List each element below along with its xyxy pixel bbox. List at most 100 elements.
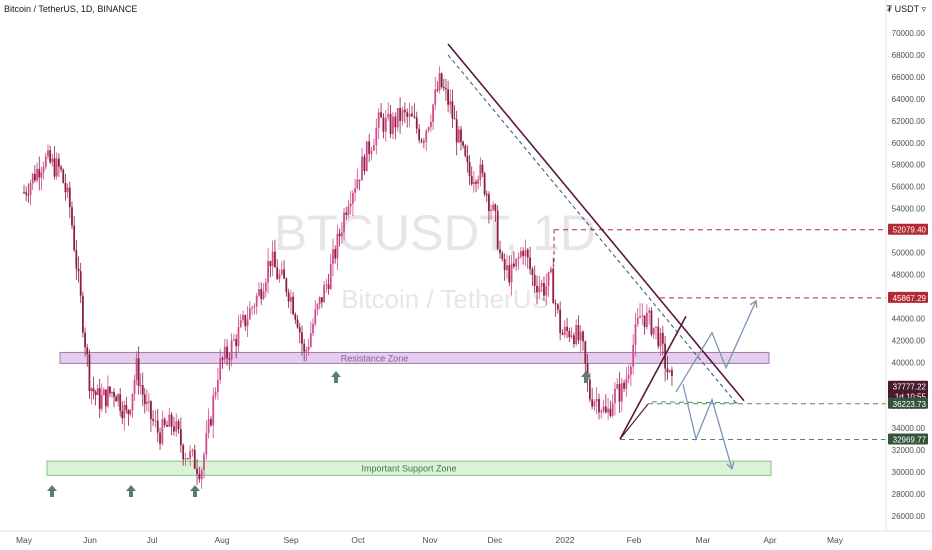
- candle-body: [630, 366, 632, 375]
- candle-body: [38, 168, 41, 178]
- candle-body: [573, 335, 575, 345]
- candle-body: [278, 274, 281, 280]
- candle-body: [219, 358, 222, 380]
- candle-body: [79, 271, 82, 296]
- time-tick-label: Feb: [627, 535, 642, 545]
- currency-selector[interactable]: ₮ USDT ▿: [886, 4, 926, 14]
- support-bounce-arrow-icon: [47, 485, 57, 497]
- candle-body: [47, 150, 49, 157]
- candle-body: [481, 164, 484, 174]
- candle-body: [616, 384, 619, 389]
- candle-body: [182, 445, 185, 460]
- candle-body: [338, 233, 341, 237]
- candle-body: [470, 176, 473, 184]
- price-tick-label: 32000.00: [892, 446, 926, 455]
- candle-body: [34, 173, 36, 181]
- candle-body: [387, 113, 390, 118]
- candle-body: [579, 331, 582, 341]
- candle-body: [166, 424, 168, 427]
- candle-body: [512, 263, 515, 267]
- price-tick-label: 50000.00: [892, 249, 926, 258]
- time-tick-label: Jun: [83, 535, 97, 545]
- candle-body: [289, 296, 292, 302]
- candle-body: [214, 391, 217, 396]
- candle-body: [98, 388, 101, 409]
- price-label: 32969.77: [893, 435, 927, 444]
- candle-body: [413, 116, 416, 118]
- candle-body: [205, 433, 208, 455]
- chart-title: Bitcoin / TetherUS, 1D, BINANCE: [4, 4, 138, 14]
- candle-body: [370, 150, 373, 154]
- candle-body: [55, 158, 58, 177]
- projection-arrowhead: [726, 461, 735, 471]
- candle-body: [575, 325, 578, 345]
- candle-body: [23, 192, 25, 194]
- candle-body: [531, 269, 534, 275]
- candle-body: [607, 408, 610, 413]
- candle-body: [179, 429, 182, 446]
- candle-body: [251, 307, 254, 309]
- candle-body: [380, 112, 382, 118]
- time-tick-label: Aug: [214, 535, 229, 545]
- drawings-layer: [47, 43, 886, 497]
- candle-body: [427, 127, 430, 131]
- candle-body: [547, 272, 550, 286]
- candle-body: [77, 268, 80, 272]
- candle-body: [614, 388, 616, 404]
- triangle-left-edge: [619, 315, 687, 440]
- candle-body: [611, 403, 614, 416]
- candle-body: [100, 395, 103, 409]
- price-tick-label: 58000.00: [892, 161, 926, 170]
- candle-body: [648, 310, 651, 313]
- candle-body: [438, 73, 441, 91]
- support-zone: [46, 460, 772, 476]
- candle-body: [455, 119, 458, 143]
- candle-body: [177, 421, 180, 430]
- candle-body: [625, 378, 628, 389]
- candle-body: [145, 401, 148, 405]
- time-tick-label: Sep: [283, 535, 298, 545]
- candle-body: [595, 398, 598, 402]
- candle-body: [131, 393, 134, 411]
- candle-body: [510, 263, 513, 283]
- candle-body: [399, 108, 401, 121]
- candle-body: [627, 374, 630, 379]
- candle-body: [133, 379, 136, 394]
- candle-body: [226, 346, 228, 359]
- candle-body: [191, 449, 194, 452]
- price-tick-label: 66000.00: [892, 73, 926, 82]
- price-tick-label: 42000.00: [892, 336, 926, 345]
- resistance-test-arrow-icon: [331, 371, 341, 383]
- candle-body: [135, 358, 138, 380]
- candle-body: [244, 315, 247, 327]
- candle-body: [276, 267, 279, 280]
- triangle-base: [619, 403, 649, 440]
- candle-body: [365, 141, 368, 172]
- price-tick-label: 30000.00: [892, 468, 926, 477]
- candle-body: [301, 332, 303, 344]
- candle-body: [96, 388, 99, 395]
- candle-body: [336, 233, 339, 259]
- candle-body: [92, 388, 95, 392]
- candle-body: [294, 314, 297, 320]
- candle-body: [519, 251, 522, 257]
- candle-body: [269, 260, 272, 267]
- candle-body: [526, 249, 529, 258]
- candle-body: [529, 257, 531, 270]
- price-tick-label: 56000.00: [892, 183, 926, 192]
- candle-body: [86, 347, 89, 355]
- price-tick-label: 26000.00: [892, 512, 926, 521]
- candle-body: [62, 169, 65, 183]
- candle-body: [329, 264, 332, 290]
- candle-body: [460, 129, 462, 142]
- projection-arrowhead: [749, 299, 758, 308]
- candle-body: [235, 339, 238, 347]
- candle-body: [422, 141, 425, 143]
- candle-body: [466, 155, 469, 163]
- candle-body: [210, 419, 212, 426]
- candle-body: [156, 420, 159, 433]
- resistance-test-arrow-icon: [581, 371, 591, 383]
- candle-body: [161, 419, 164, 444]
- price-label-bg: [888, 223, 928, 235]
